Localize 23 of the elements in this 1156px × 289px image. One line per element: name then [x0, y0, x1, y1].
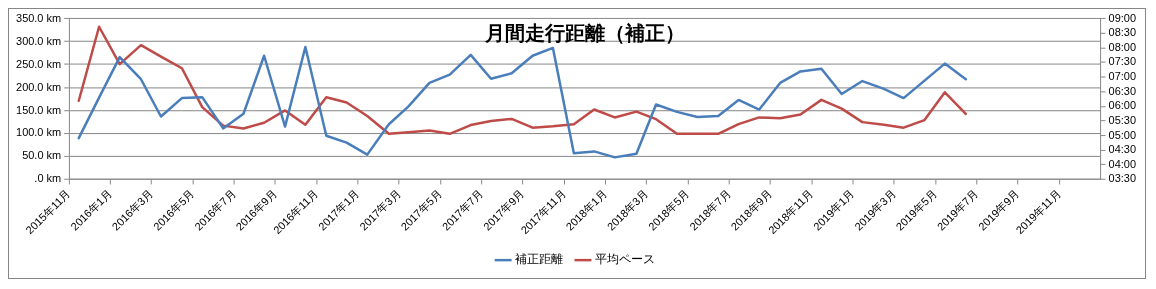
y2-tick-label: 06:00: [1108, 99, 1136, 112]
y2-tick-label: 09:00: [1108, 11, 1136, 24]
y2-tick-label: 06:30: [1108, 84, 1136, 97]
legend-label: 補正距離: [515, 252, 564, 267]
y2-tick-label: 04:00: [1108, 157, 1136, 170]
y2-tick-label: 05:30: [1108, 113, 1136, 126]
y2-tick-label: 08:00: [1108, 40, 1136, 53]
y-tick-label: 350.0 km: [16, 11, 62, 24]
y-tick-label: 50.0 km: [22, 149, 62, 162]
y-tick-label: 100.0 km: [16, 126, 62, 139]
y-tick-label: 250.0 km: [16, 57, 62, 70]
y-tick-label: 300.0 km: [16, 34, 62, 47]
y2-tick-label: 05:00: [1108, 128, 1136, 141]
y2-tick-label: 04:30: [1108, 143, 1136, 156]
y-tick-label: .0 km: [34, 172, 62, 185]
y2-tick-label: 03:30: [1108, 172, 1136, 185]
y2-tick-label: 07:00: [1108, 70, 1136, 83]
y2-tick-label: 07:30: [1108, 55, 1136, 68]
y2-tick-label: 08:30: [1108, 26, 1136, 39]
legend-label: 平均ペース: [594, 252, 656, 267]
y-tick-label: 150.0 km: [16, 103, 62, 116]
y-tick-label: 200.0 km: [16, 80, 62, 93]
chart-title: 月間走行距離（補正）: [483, 21, 686, 44]
